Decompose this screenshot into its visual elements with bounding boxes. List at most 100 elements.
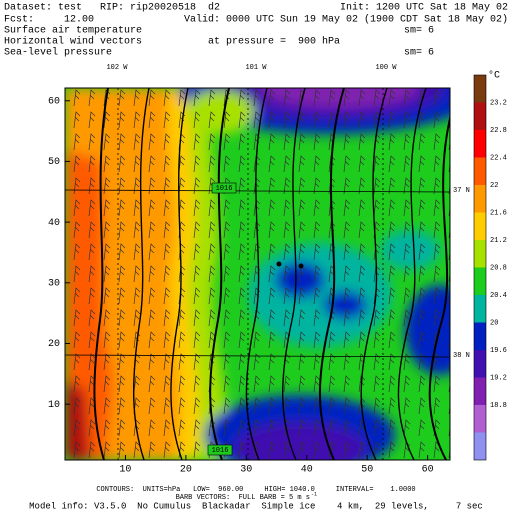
wind-barb [418,287,426,305]
wind-barb [148,441,156,459]
colorbar [473,74,487,461]
isobar [245,88,268,460]
wind-barb [313,199,321,217]
wind-barb [313,419,321,437]
wind-barb [403,397,411,415]
wind-barb [268,265,276,283]
colorbar-box [474,322,486,350]
wind-barb [118,221,126,239]
isobar [133,88,150,460]
wind-barb [388,243,396,261]
wind-barb [223,353,231,371]
wind-barb [418,309,426,327]
wind-barb [298,177,306,195]
wind-barb [418,133,426,151]
x-tick-label: 50 [361,465,373,476]
wind-barb [223,287,231,305]
colorbar-box [474,405,486,433]
station [298,263,304,269]
wind-barb [283,199,291,217]
wind-barb [253,375,261,393]
wind-barb [253,89,261,107]
wind-barb [403,199,411,217]
wind-barb [103,397,111,415]
wind-barb [148,309,156,327]
wind-barb [328,375,336,393]
colorbar-box [474,267,486,295]
wind-barb [178,375,186,393]
wind-barb [268,199,276,217]
wind-barb [133,199,141,217]
wind-barb [358,221,366,239]
wind-barb [118,287,126,305]
wind-barb [373,155,381,173]
wind-barb [103,155,111,173]
wind-barb [193,331,201,349]
wind-barb [88,243,96,261]
wind-barb [223,265,231,283]
wind-barb [298,441,306,459]
wind-barb [223,331,231,349]
wind-barb [253,419,261,437]
wind-barb [343,221,351,239]
wind-barb [403,243,411,261]
wind-barb [118,199,126,217]
wind-barb [298,397,306,415]
wind-barb [133,133,141,151]
wind-barb [388,419,396,437]
wind-barb [418,419,426,437]
wind-barb [208,265,216,283]
wind-barb [73,265,81,283]
wind-barb [88,309,96,327]
wind-barb [238,353,246,371]
wind-barb [73,441,81,459]
wind-barb [343,309,351,327]
latitude-line [65,354,450,358]
wind-barb [418,265,426,283]
y-tick-label: 60 [48,96,60,107]
wind-barb [193,375,201,393]
wind-barb [298,111,306,129]
x-tick-label: 20 [180,465,192,476]
colorbar-label: 22.4 [490,154,507,162]
wind-barb [238,133,246,151]
wind-barb [118,309,126,327]
wind-barb [208,331,216,349]
wind-barb [358,441,366,459]
wind-barb [193,353,201,371]
wind-barb [148,89,156,107]
colorbar-label: 21.2 [490,237,507,245]
wind-barb [283,243,291,261]
footer-barbs: BARB VECTORS: FULL BARB = 5 m s [176,494,310,502]
wind-barb [343,155,351,173]
colorbar-label: 19.6 [490,347,507,355]
wind-barb [358,331,366,349]
wind-barb [283,375,291,393]
wind-barb [193,287,201,305]
wind-barb [208,309,216,327]
wind-barb [343,199,351,217]
colorbar-label: 20.8 [490,264,507,272]
isobar [209,88,230,460]
field-name: Surface air temperature [4,25,142,37]
wind-barb [238,287,246,305]
wind-barb [358,309,366,327]
wind-barb [388,177,396,195]
contour-label-box [211,182,237,194]
field-note: at pressure = 900 hPa [208,36,340,48]
field-note: sm= 6 [404,26,434,37]
isobar [397,88,427,460]
wind-barb [268,397,276,415]
wind-barb [403,155,411,173]
wind-barb [418,177,426,195]
wind-barb [193,243,201,261]
colorbar-box [474,157,486,185]
wind-barb [358,111,366,129]
colorbar-box [474,350,486,378]
wind-barb [148,287,156,305]
wind-barb [103,221,111,239]
wind-barb [193,309,201,327]
wind-barb [193,419,201,437]
field-name: Sea-level pressure [4,47,112,59]
wind-barb [343,177,351,195]
